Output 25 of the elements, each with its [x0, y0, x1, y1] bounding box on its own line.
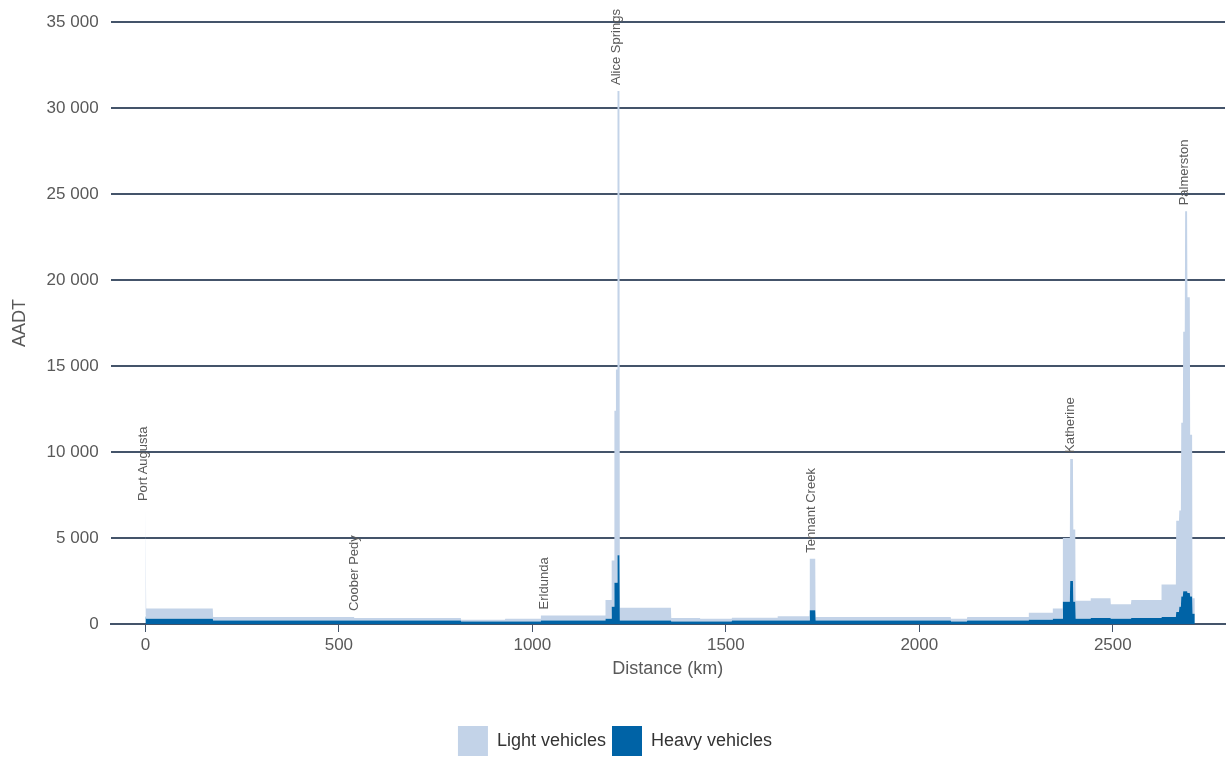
x-axis-title: Distance (km) [612, 658, 724, 679]
annotation: Alice Springs [608, 8, 624, 85]
y-tick-label: 0 [89, 613, 99, 633]
x-tick-label: 1500 [706, 634, 745, 654]
annotation: Katherine [1061, 397, 1077, 453]
annotation: Palmerston [1176, 139, 1192, 206]
y-tick-label: 10 000 [46, 441, 99, 461]
y-tick-label: 15 000 [46, 355, 99, 375]
y-tick-label: 25 000 [46, 183, 99, 203]
annotation: Coober Pedy [346, 534, 362, 612]
x-tick-label: 500 [324, 634, 354, 654]
y-tick-label: 20 000 [46, 269, 99, 289]
x-tick-label: 0 [140, 634, 151, 654]
annotation: Erldunda [535, 556, 551, 610]
legend-label: Light vehicles [496, 729, 607, 750]
y-tick-label: 5 000 [56, 527, 99, 547]
x-tick-label: 2500 [1093, 634, 1132, 654]
annotation: Tennant Creek [802, 467, 818, 553]
y-tick-label: 35 000 [46, 11, 99, 31]
legend-label: Heavy vehicles [651, 729, 773, 750]
y-tick-label: 30 000 [46, 97, 99, 117]
x-tick-label: 2000 [900, 634, 939, 654]
x-tick-label: 1000 [513, 634, 552, 654]
y-axis-title: AADT [8, 299, 29, 348]
annotation: Port Augusta [135, 425, 151, 502]
